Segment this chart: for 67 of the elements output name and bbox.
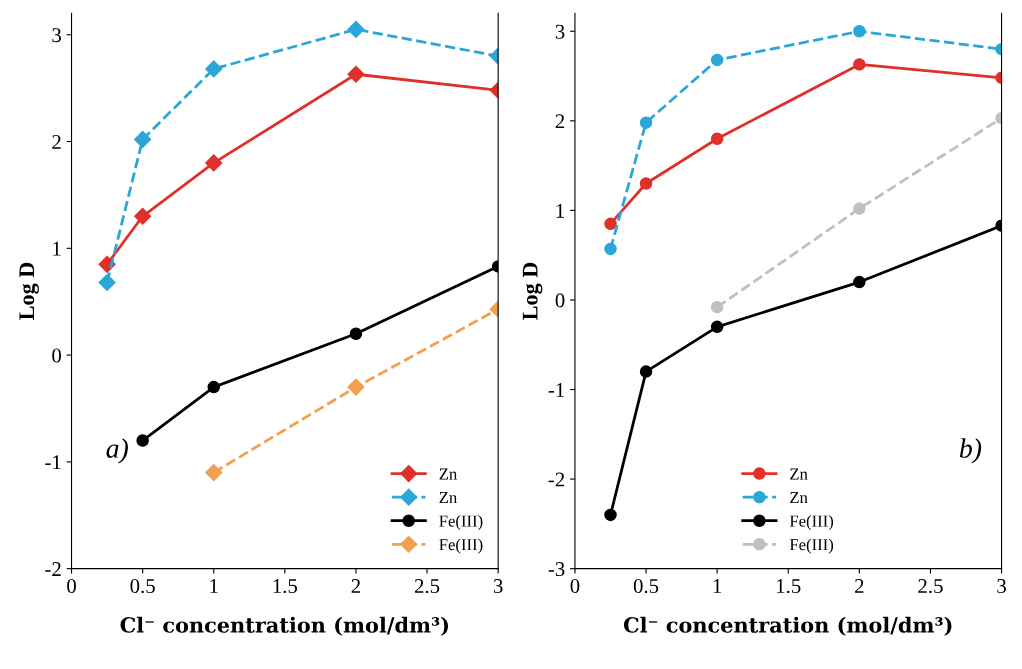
y-tick-label: -3 (548, 562, 565, 577)
x-tick-label: 1.5 (777, 579, 801, 594)
point (347, 65, 365, 83)
point (604, 508, 617, 522)
y-tick-label: -2 (548, 472, 565, 487)
y-axis-title: Log D (19, 262, 39, 320)
point (347, 20, 365, 38)
y-tick-label: 0 (52, 348, 62, 363)
x-tick-label: 1 (210, 579, 218, 593)
y-tick-label: -2 (45, 562, 61, 576)
legend-label: Fe(III) (439, 514, 483, 531)
point (136, 434, 149, 447)
legend-label: Zn (790, 492, 808, 503)
x-tick-label: 1 (713, 579, 722, 593)
y-tick-label: -1 (45, 455, 61, 470)
x-tick-label: 1.5 (273, 579, 298, 594)
point (347, 378, 365, 396)
x-tick-label: 2 (351, 579, 361, 593)
point (205, 154, 223, 172)
legend-label: Zn (439, 468, 457, 480)
x-tick-label: 0 (67, 578, 76, 594)
point (639, 365, 653, 378)
point (853, 25, 866, 38)
y-tick-label: -1 (548, 383, 564, 397)
x-axis-title: Cl⁻ concentration (mol/dm³) (623, 616, 952, 636)
legend-label: Fe(III) (439, 538, 483, 554)
legend-label: Zn (439, 492, 457, 503)
point (134, 207, 152, 225)
legend-label: Zn (790, 468, 808, 480)
y-tick-label: 2 (52, 134, 61, 149)
point (710, 53, 724, 67)
point (639, 116, 653, 129)
y-axis-title: Log D (522, 262, 543, 320)
x-tick-label: 0.5 (633, 578, 659, 594)
x-tick-label: 3 (997, 579, 1006, 594)
point (134, 130, 152, 148)
point (205, 463, 223, 482)
y-tick-label: 2 (555, 114, 565, 129)
point (710, 300, 724, 314)
x-tick-label: 0 (570, 578, 580, 594)
point (604, 217, 617, 231)
point (853, 275, 866, 289)
point (604, 242, 617, 256)
x-axis-title: Cl⁻ concentration (mol/dm³) (120, 616, 449, 636)
y-tick-label: 1 (556, 203, 564, 218)
y-tick-label: 0 (555, 293, 565, 308)
point (853, 202, 866, 215)
annotation: b) (959, 438, 982, 464)
point (639, 177, 653, 190)
legend-label: Fe(III) (789, 538, 834, 554)
point (207, 380, 220, 394)
annotation: a) (106, 438, 128, 464)
point (853, 58, 866, 71)
x-tick-label: 0.5 (130, 578, 155, 594)
point (349, 327, 363, 340)
y-tick-label: 3 (52, 28, 61, 43)
legend-label: Fe(III) (789, 514, 834, 531)
point (205, 60, 223, 78)
point (710, 320, 724, 334)
point (710, 132, 724, 146)
y-tick-label: 1 (53, 241, 61, 256)
point (98, 273, 116, 292)
x-tick-label: 3 (493, 579, 503, 594)
y-tick-label: 3 (555, 24, 565, 39)
x-tick-label: 2.5 (918, 579, 943, 594)
x-tick-label: 2.5 (414, 579, 440, 594)
x-tick-label: 2 (855, 579, 864, 593)
